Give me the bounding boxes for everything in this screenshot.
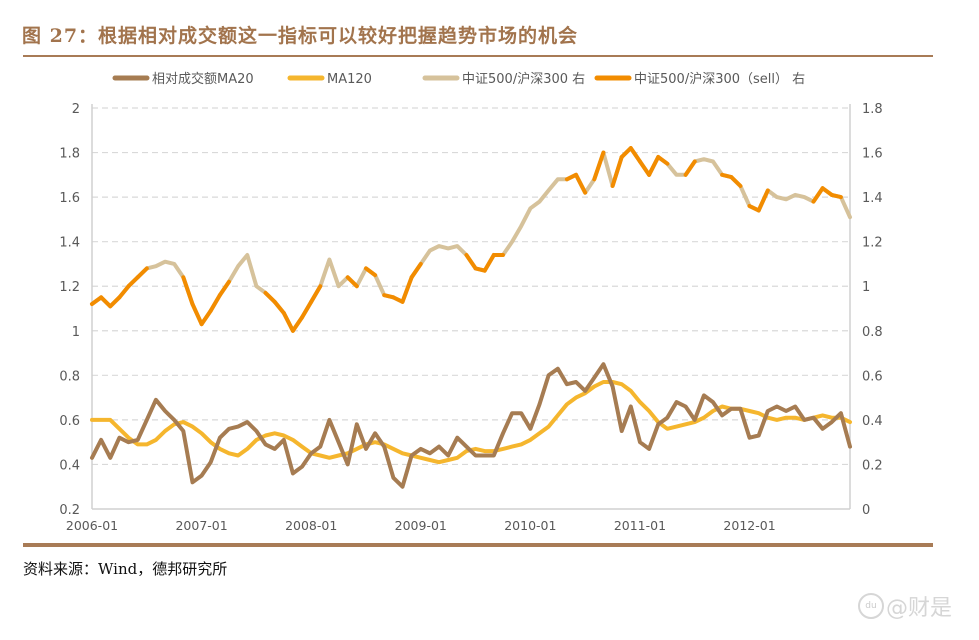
ratio-sell-segment [108,295,122,309]
ratio-sell-segment [610,155,624,188]
y-right-tick-label: 0.2 [862,458,883,473]
watermark-text: @财是 [886,596,953,621]
y-left-tick-label: 1 [72,325,80,340]
y-right-tick-label: 0.8 [862,325,883,340]
ratio-sell-segment [637,159,652,177]
axes: 0.2 0.4 0.6 0.8 1 1.2 1.4 1.6 1.8 2 0 0.2 0.4 0.6 0.8 1… [59,102,882,533]
y-left-tick-label: 0.2 [59,503,80,518]
paw-logo-icon: du [858,593,884,619]
x-tick-label: 2007-01 [175,518,227,533]
ratio-sell-segment [400,275,414,304]
ratio-sell-segment [263,290,277,304]
ratio-sell-segment [217,279,231,298]
ratio-sell-segment [811,186,825,204]
x-tick-label: 2008-01 [285,518,337,533]
y-left-tick-label: 1.4 [59,236,80,251]
x-tick-label: 2006-01 [66,518,118,533]
legend-label: 相对成交额MA20 [152,71,254,87]
gridlines [92,107,850,466]
y-right-tick-label: 1 [862,280,870,295]
ratio-sell-segment [208,293,222,313]
ratio-sell-segment [281,310,295,333]
y-right-tick-label: 0.4 [862,414,883,429]
ratio-sell-segment [729,175,743,188]
ratio-sell-segment [363,266,378,278]
ratio-sell-segment [592,150,606,182]
ratio-sell-segment [199,308,213,327]
legend-label: 中证500/沪深300 右 [462,71,585,87]
y-left-tick-label: 1.2 [59,280,80,295]
watermark: du @财是 [858,590,952,622]
y-left-tick-label: 0.6 [59,414,80,429]
legend: 相对成交额MA20 MA120 中证500/沪深300 右 中证500/沪深300（s… [112,71,805,87]
source-note: 资料来源：Wind，德邦研究所 [23,560,228,578]
y-left-tick-label: 0.8 [59,369,80,384]
x-tick-label: 2012-01 [723,518,775,533]
y-right-tick-label: 1.6 [862,147,883,162]
y-left-tick-label: 0.4 [59,458,80,473]
x-tick-label: 2009-01 [395,518,447,533]
y-right-tick-label: 1.4 [862,191,883,206]
ratio-sell-segment [683,159,697,177]
ratio-sell-segment [628,146,642,164]
ratio-sell-segment [829,192,843,200]
y-right-tick-label: 1.8 [862,102,883,117]
ratio-sell-segment [409,261,423,280]
legend-label: 中证500/沪深300（sell） 右 [634,71,805,87]
ma20-line [90,362,852,489]
ratio-sell-segment [181,275,195,307]
figure-title: 图 27：根据相对成交额这一指标可以较好把握趋势市场的机会 [22,25,579,47]
ratio-sell-segment [482,253,496,273]
ratio-sell-segment [656,155,670,166]
y-left-tick-label: 2 [72,102,80,117]
title-divider [23,55,933,57]
ratio-sell-segment [619,146,633,160]
ratio-sell-segment [190,302,204,327]
x-tick-label: 2010-01 [504,518,556,533]
y-right-tick-label: 0.6 [862,369,883,384]
y-right-tick-label: 1.2 [862,236,883,251]
y-right-tick-label: 0 [862,503,870,518]
ratio-sell-segment [574,172,588,195]
ratio-sell-segment [272,299,286,315]
ratio-sell-segment [135,266,149,280]
ratio-sell-segment [99,295,113,309]
chart: 相对成交额MA20 MA120 中证500/沪深300 右 中证500/沪深300（s… [59,71,882,533]
legend-label: MA120 [327,72,372,87]
source-divider [23,543,933,547]
x-tick-label: 2011-01 [614,518,666,533]
ratio-sell-segment [300,299,314,320]
series-lines [90,146,852,489]
ratio-sell-segment [756,188,770,213]
ratio-sell-segment [309,284,323,304]
ratio-sell-segment [290,315,305,333]
ratio-sell-segment [126,275,140,289]
ratio-line [90,146,852,333]
y-left-tick-label: 1.6 [59,191,80,206]
y-left-tick-label: 1.8 [59,147,80,162]
ratio-sell-segment [117,284,131,300]
ratio-sell-segment [345,275,359,289]
ratio-sell-segment [464,253,478,271]
ratio-sell-segment [647,155,661,177]
